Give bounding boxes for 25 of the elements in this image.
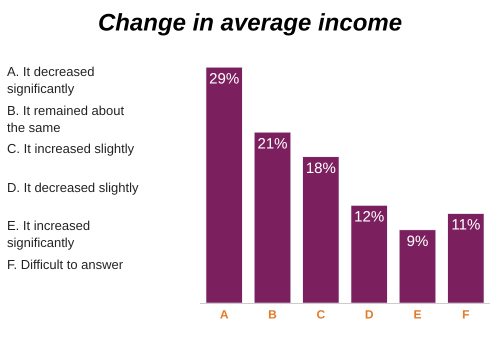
data-label: 18% <box>306 160 336 177</box>
bar <box>206 67 243 303</box>
bar <box>302 156 340 303</box>
x-tick-label: C <box>316 307 326 322</box>
text: C. It increased slightly <box>7 141 135 156</box>
x-tick-label: E <box>413 307 422 322</box>
data-label: 9% <box>406 232 428 250</box>
bar <box>399 230 436 303</box>
data-label: 11% <box>451 216 480 234</box>
bar <box>447 213 484 303</box>
bar <box>350 205 388 303</box>
text: D. It decreased slightly <box>7 180 140 195</box>
x-tick-label: B <box>268 307 278 322</box>
data-label: 21% <box>257 135 288 152</box>
x-tick-label: A <box>220 307 229 322</box>
text: A. It decreased significantly <box>7 64 94 96</box>
text: B. It remained about the same <box>7 103 124 135</box>
data-label: 29% <box>209 70 240 88</box>
bar <box>254 132 291 303</box>
x-tick-label: F <box>462 307 470 322</box>
data-label: 12% <box>354 208 384 226</box>
text: E. It increased significantly <box>7 218 90 250</box>
text: F. Difficult to answer <box>7 257 124 272</box>
chart-title: Change in average income <box>98 10 402 37</box>
x-tick-label: D <box>364 307 374 322</box>
